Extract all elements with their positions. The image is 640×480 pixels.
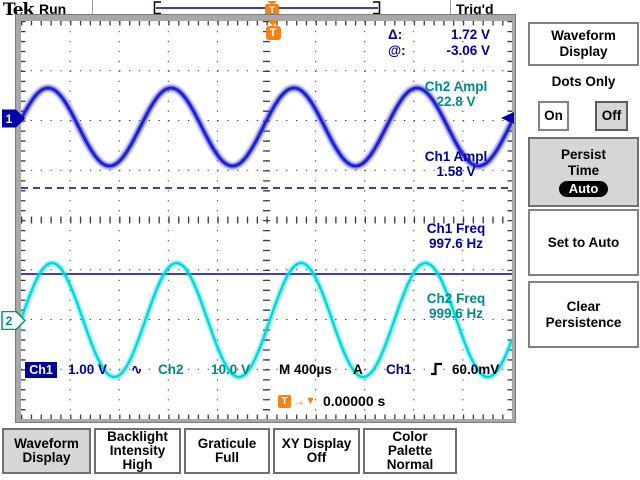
set-to-auto-button[interactable]: Set to Auto bbox=[528, 209, 639, 276]
dots-only-off-button[interactable]: Off bbox=[595, 101, 628, 131]
svg-text:T: T bbox=[269, 5, 275, 15]
dots-only-on-button[interactable]: On bbox=[538, 101, 569, 131]
ch2-ground-marker: 2 bbox=[1, 311, 26, 330]
ch2-scale-readout: 10.0 V bbox=[211, 362, 251, 377]
trigger-position-flag: T bbox=[265, 20, 281, 40]
svg-text:2: 2 bbox=[6, 314, 13, 328]
measurement-ch2-freq: Ch2 Freq 999.6 Hz bbox=[426, 291, 486, 321]
horizontal-position-readout: 0.00000 s bbox=[323, 393, 386, 409]
trigger-position-marker-top: T bbox=[265, 1, 279, 15]
topbar-divider bbox=[92, 0, 93, 14]
acquisition-state: Run bbox=[39, 1, 67, 17]
measurement-ch2-ampl: Ch2 Ampl 22.8 V bbox=[424, 79, 488, 109]
down-triangle-icon bbox=[267, 20, 279, 26]
trigger-level-readout: 60.0mV bbox=[452, 362, 500, 377]
at-value: -3.06 V bbox=[446, 43, 490, 58]
dots-only-label: Dots Only bbox=[551, 74, 616, 89]
bottom-menu-color-palette[interactable]: Color Palette Normal bbox=[363, 428, 457, 474]
trigger-t-icon: T bbox=[265, 26, 281, 40]
topbar-divider bbox=[450, 0, 451, 14]
acquisition-label: A bbox=[353, 362, 363, 377]
graticule-and-traces bbox=[21, 21, 512, 419]
ac-coupling-icon: ∿ bbox=[131, 362, 143, 377]
cursor-readout: Δ: 1.72 V @: -3.06 V bbox=[388, 27, 490, 59]
ch1-ground-marker: 1 bbox=[2, 109, 25, 128]
right-arrow-icon: → bbox=[293, 394, 305, 408]
rising-edge-icon bbox=[431, 362, 442, 376]
delta-value: 1.72 V bbox=[450, 27, 490, 42]
trigger-source-readout: Ch1 bbox=[386, 362, 412, 377]
measurement-ch1-freq: Ch1 Freq 997.6 Hz bbox=[426, 221, 486, 251]
trigger-level-arrow-icon bbox=[501, 112, 514, 124]
ch1-badge: Ch1 bbox=[25, 362, 57, 378]
timebase-readout: M 400µs bbox=[279, 362, 332, 377]
at-label: @: bbox=[388, 43, 406, 58]
bottom-menu-xy-display[interactable]: XY Display Off bbox=[273, 428, 360, 474]
persist-time-button[interactable]: Persist Time Auto bbox=[528, 137, 639, 207]
bottom-menu-backlight-intensity[interactable]: Backlight Intensity High bbox=[94, 428, 181, 474]
side-menu-title: Waveform Display bbox=[528, 22, 639, 66]
ch2-label: Ch2 bbox=[158, 362, 184, 377]
clear-persistence-button[interactable]: Clear Persistence bbox=[528, 281, 639, 348]
ch1-scale-readout: 1.00 V bbox=[68, 362, 108, 377]
delta-label: Δ: bbox=[388, 27, 403, 42]
persist-time-value: Auto bbox=[558, 181, 609, 197]
bottom-menu-graticule[interactable]: Graticule Full bbox=[184, 428, 270, 474]
record-view-bar: T bbox=[153, 1, 381, 15]
svg-text:1: 1 bbox=[6, 112, 13, 126]
down-triangle-icon: ▼ bbox=[305, 395, 316, 407]
scope-display bbox=[21, 21, 512, 419]
measurement-ch1-ampl: Ch1 Ampl 1.58 V bbox=[424, 149, 488, 179]
trigger-t-icon: T bbox=[278, 395, 291, 408]
bottom-menu-waveform-display[interactable]: Waveform Display bbox=[2, 428, 91, 474]
trigger-status: Trig'd bbox=[456, 1, 494, 17]
